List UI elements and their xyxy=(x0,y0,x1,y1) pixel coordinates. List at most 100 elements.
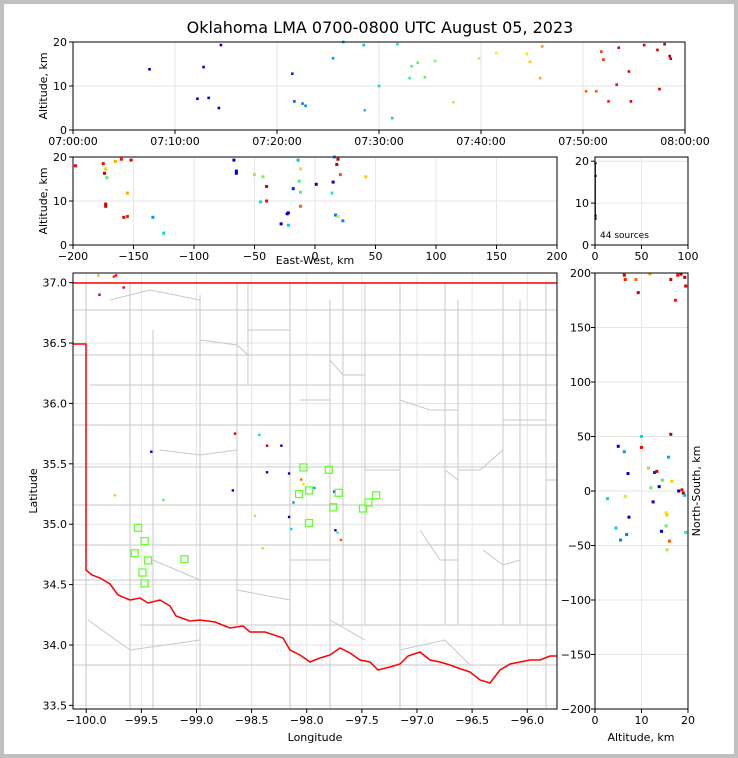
north-south-point xyxy=(683,275,687,279)
east-west-xtick-label: 200 xyxy=(547,250,568,263)
plan-view-xtick-label: −99.5 xyxy=(124,714,158,727)
altitude-time-point xyxy=(408,76,411,80)
north-south-point xyxy=(653,470,657,474)
plan-view-xtick-label: −97.0 xyxy=(400,714,434,727)
plan-view-point xyxy=(231,489,235,492)
altitude-time-point xyxy=(642,43,646,47)
east-west-point xyxy=(334,213,338,217)
altitude-time-ytick-label: 20 xyxy=(53,36,67,49)
plan-view-point xyxy=(122,286,125,289)
plan-view-xlabel: Longitude xyxy=(288,731,343,744)
east-west-point xyxy=(297,179,301,183)
east-west-point xyxy=(151,215,155,219)
plan-view-xtick-label: −98.0 xyxy=(290,714,324,727)
east-west-xtick-label: 0 xyxy=(312,250,319,263)
north-south-point xyxy=(684,530,688,534)
altitude-time-point xyxy=(219,43,223,47)
altitude-time-point xyxy=(390,116,394,120)
east-west-point xyxy=(286,223,290,227)
altitude-time-point xyxy=(423,75,427,79)
east-west-point xyxy=(101,162,105,166)
altitude-time-point xyxy=(627,70,631,73)
plan-view-ytick-label: 33.5 xyxy=(43,699,68,712)
altitude-time-point xyxy=(331,56,335,60)
plan-view-point xyxy=(265,471,269,474)
north-south-xtick-label: 20 xyxy=(681,714,695,727)
plan-view-point xyxy=(233,432,237,435)
station-marker xyxy=(329,503,338,512)
altitude-time-point xyxy=(629,100,633,103)
east-west-point xyxy=(279,222,283,226)
north-south-ytick-label: −100 xyxy=(561,594,591,607)
altitude-time-point xyxy=(363,108,367,112)
altitude-time-point xyxy=(584,89,588,93)
altitude-histogram-ytick-label: 0 xyxy=(582,239,589,252)
north-south-ytick-label: 200 xyxy=(570,267,591,280)
altitude-time-point xyxy=(658,87,661,91)
altitude-time-point xyxy=(615,83,618,86)
north-south-point xyxy=(655,469,659,473)
north-south-point xyxy=(625,533,629,537)
north-south-point xyxy=(665,513,669,517)
altitude-time-xtick-label: 07:40:00 xyxy=(456,135,505,148)
station-marker xyxy=(138,568,147,577)
north-south-point xyxy=(606,497,610,501)
station-marker xyxy=(140,536,149,546)
station-marker xyxy=(364,498,373,507)
chart-title: Oklahoma LMA 0700-0800 UTC August 05, 20… xyxy=(187,18,574,37)
east-west-point xyxy=(261,175,265,179)
north-south-point xyxy=(684,284,688,288)
plan-view-panel: −100.0 −99.5 −99.0 −98.5 −98.0 −97.5 −97.0 −96.… xyxy=(27,272,558,744)
altitude-time-point xyxy=(602,58,605,61)
plan-view-point xyxy=(287,515,291,519)
plan-view-point xyxy=(97,274,100,277)
east-west-xtick-label: −150 xyxy=(118,250,148,263)
plan-view-xtick-label: −96.5 xyxy=(455,714,489,727)
plan-view-point xyxy=(300,478,303,481)
east-west-point xyxy=(104,167,108,171)
east-west-point xyxy=(336,214,340,218)
east-west-point xyxy=(338,173,342,177)
plan-view-point xyxy=(333,490,336,493)
east-west-point xyxy=(298,167,302,171)
plan-view-point xyxy=(292,501,295,504)
altitude-time-point xyxy=(528,60,532,64)
plan-view-point xyxy=(261,547,264,550)
north-south-point xyxy=(623,278,627,282)
east-west-point xyxy=(298,190,302,194)
station-marker xyxy=(358,504,368,513)
east-west-point xyxy=(336,157,340,161)
plan-view-point xyxy=(258,433,261,437)
north-south-point xyxy=(666,455,670,459)
plan-view-xtick-label: −97.5 xyxy=(345,714,379,727)
north-south-point xyxy=(622,273,626,277)
altitude-time-ytick-label: 10 xyxy=(53,80,67,93)
east-west-point xyxy=(73,164,77,168)
plan-view-ytick-label: 36.5 xyxy=(43,337,68,350)
plan-view-ytick-label: 35.0 xyxy=(43,518,68,531)
north-south-point xyxy=(626,472,630,476)
altitude-time-point xyxy=(217,106,221,110)
altitude-time-ytick-label: 0 xyxy=(60,124,67,137)
north-south-ytick-label: −50 xyxy=(568,540,591,553)
east-west-point xyxy=(113,159,117,163)
east-west-point xyxy=(162,231,166,235)
plan-view-xtick-label: −99.0 xyxy=(180,714,214,727)
altitude-time-point xyxy=(663,42,666,46)
east-west-point xyxy=(129,158,133,162)
north-south-ytick-label: 100 xyxy=(570,376,591,389)
north-south-point xyxy=(664,524,668,528)
oklahoma-border xyxy=(73,282,557,684)
east-west-point xyxy=(234,171,238,175)
plan-view-ytick-label: 35.5 xyxy=(43,458,68,471)
plan-view-point xyxy=(334,529,337,532)
altitude-time-point xyxy=(293,100,296,103)
station-marker xyxy=(294,489,304,499)
east-west-point xyxy=(105,176,109,180)
altitude-time-xtick-label: 07:20:00 xyxy=(252,135,301,148)
north-south-point xyxy=(676,273,680,277)
altitude-time-point xyxy=(433,59,437,63)
plan-view-ylabel: Latitude xyxy=(27,468,40,514)
station-marker xyxy=(324,465,333,475)
